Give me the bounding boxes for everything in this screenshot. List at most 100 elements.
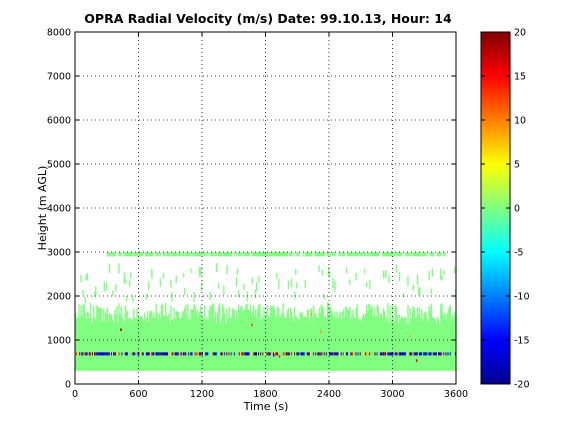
top-gate-cell	[424, 252, 426, 257]
top-gate-cell	[381, 252, 384, 257]
patchy-layer-cell	[301, 311, 303, 319]
strong-echo-cell	[159, 352, 162, 356]
top-gate-cell	[286, 252, 289, 257]
strong-echo-cell	[82, 352, 84, 356]
strong-echo-cell	[449, 352, 452, 356]
strong-echo-cell	[103, 352, 105, 356]
lower-band-cell	[151, 318, 153, 371]
top-gate-cell	[255, 252, 258, 257]
patchy-layer-cell	[431, 317, 434, 318]
strong-echo-cell	[189, 352, 191, 356]
patchy-layer-cell	[83, 303, 85, 318]
sparse-echo-cell	[329, 271, 331, 278]
top-gate-cell	[171, 252, 173, 257]
top-gate-cell	[254, 252, 257, 257]
sparse-echo-cell	[235, 277, 238, 287]
strong-echo-cell	[156, 352, 158, 356]
strong-echo-cell	[339, 352, 341, 356]
strong-echo-cell	[340, 352, 342, 356]
top-gate-cell	[367, 252, 369, 257]
top-gate-cell	[282, 252, 284, 257]
strong-echo-cell	[155, 352, 157, 356]
top-gate-cell	[432, 252, 435, 257]
strong-echo-cell	[353, 352, 355, 356]
strong-echo-cell	[226, 352, 228, 356]
lower-band-cell	[360, 322, 363, 371]
top-gate-cell	[223, 252, 225, 257]
top-gate-cell	[416, 252, 419, 257]
strong-echo-cell	[380, 352, 383, 356]
top-gate-cell	[351, 252, 353, 257]
patchy-layer-cell	[398, 314, 401, 320]
strong-echo-cell	[403, 352, 405, 356]
sparse-echo-cell	[255, 281, 258, 292]
patchy-layer-cell	[170, 305, 172, 321]
patchy-layer-cell	[352, 309, 354, 319]
patchy-layer-cell	[257, 309, 259, 321]
lower-band-cell	[276, 320, 278, 371]
strong-echo-cell	[326, 352, 329, 356]
sparse-echo-cell	[412, 284, 414, 291]
patchy-layer-cell	[339, 311, 341, 318]
patchy-layer-cell	[355, 307, 357, 319]
top-gate-cell	[128, 252, 131, 257]
lower-band-cell	[150, 317, 152, 371]
strong-echo-cell	[453, 352, 456, 356]
strong-echo-cell	[417, 352, 420, 356]
patchy-layer-cell	[192, 309, 194, 323]
top-gate-cell	[228, 252, 230, 257]
lower-band-cell	[348, 317, 350, 371]
patchy-layer-cell	[331, 311, 333, 321]
strong-echo-cell	[268, 352, 271, 356]
strong-echo-cell	[315, 352, 317, 356]
lower-band-cell	[168, 318, 170, 371]
lower-band-cell	[103, 321, 105, 371]
strong-echo-cell	[425, 352, 427, 356]
sparse-echo-cell	[199, 266, 202, 277]
top-gate-cell	[263, 252, 265, 257]
top-gate-cell	[159, 252, 162, 257]
sparse-echo-cell	[94, 291, 96, 298]
top-gate-cell	[233, 252, 236, 257]
strong-echo-cell	[261, 352, 263, 356]
top-gate-cell	[217, 252, 220, 257]
top-gate-cell	[376, 252, 378, 257]
lower-band-cell	[297, 323, 299, 371]
top-gate-cell	[400, 252, 403, 257]
sparse-echo-cell	[430, 288, 432, 294]
patchy-layer-cell	[105, 313, 108, 321]
lower-band-cell	[153, 323, 155, 371]
lower-band-cell	[295, 320, 297, 371]
top-gate-cell	[177, 252, 180, 257]
patchy-layer-cell	[163, 315, 166, 320]
strong-echo-cell	[392, 352, 394, 356]
strong-echo-cell	[302, 352, 304, 356]
sparse-echo-cell	[124, 278, 127, 285]
colorbar-tick-label: 20	[514, 28, 526, 39]
strong-echo-cell	[209, 352, 211, 356]
sparse-echo-cell	[290, 278, 293, 288]
lower-band-cell	[434, 323, 437, 371]
lower-band-cell	[320, 318, 322, 371]
lower-band-cell	[235, 319, 238, 371]
strong-echo-cell	[180, 352, 183, 356]
plot-area: 0 600 1200 1800 2400 3000 3600 0 1000 2000 3000 40…	[47, 28, 468, 401]
lower-band-cell	[393, 321, 395, 371]
strong-echo-cell	[237, 352, 240, 356]
strong-echo-cell	[405, 352, 407, 356]
top-gate-cell	[289, 252, 292, 257]
lower-band-cell	[332, 320, 334, 371]
sparse-echo-cell	[128, 280, 131, 287]
strong-echo-cell	[264, 352, 266, 356]
top-gate-cell	[426, 252, 428, 257]
lower-band-cell	[152, 320, 154, 371]
sparse-echo-cell	[175, 275, 177, 284]
strong-echo-cell	[222, 352, 224, 356]
top-gate-cell	[387, 252, 389, 257]
top-gate-cell	[166, 252, 168, 257]
strong-echo-cell	[164, 352, 167, 356]
lower-band-cell	[307, 319, 310, 371]
strong-echo-cell	[173, 352, 175, 356]
lower-band-cell	[239, 318, 241, 371]
lower-band-cell	[133, 318, 135, 371]
